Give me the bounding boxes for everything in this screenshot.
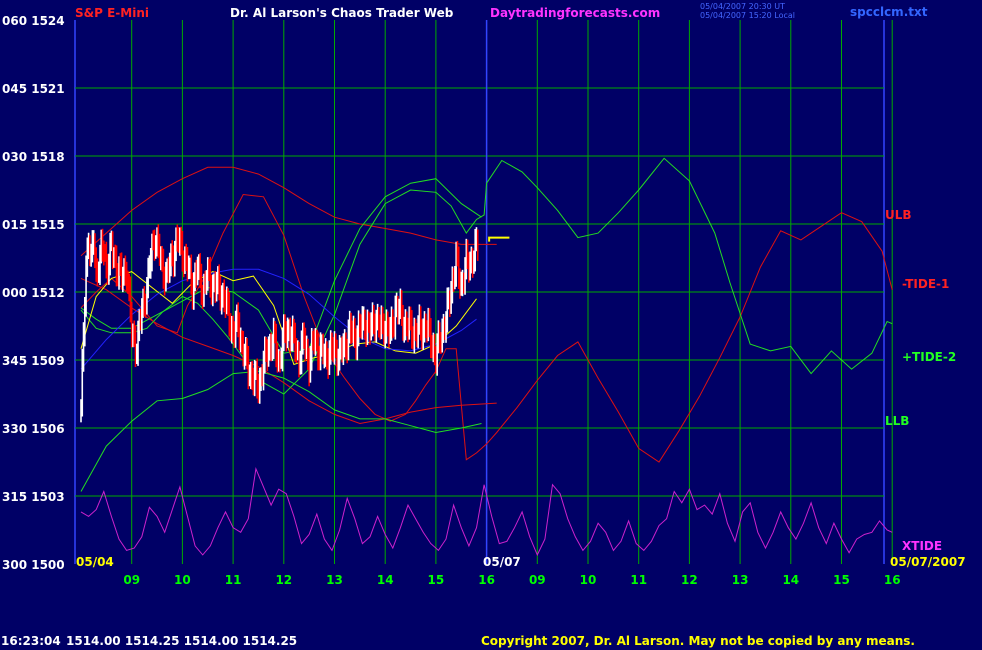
x-tick-label: 09: [123, 573, 140, 587]
footer-time: 16:23:04: [1, 634, 61, 648]
y-tick-label: 060 1524: [2, 14, 65, 28]
data-file-label: spcclcm.txt: [850, 5, 928, 19]
instrument-label: S&P E-Mini: [75, 6, 149, 20]
date-label-day1: 05/04: [76, 555, 114, 569]
price-bars: [80, 224, 510, 423]
axis-labels: 060 1524 045 1521 030 1518 015 1515 000 1512…: [2, 14, 901, 587]
x-tick-label: 12: [275, 573, 292, 587]
timestamp-local: 05/04/2007 15:20 Local: [700, 11, 795, 20]
x-tick-label: 11: [630, 573, 647, 587]
x-tick-label: 10: [580, 573, 597, 587]
x-tick-label: 12: [681, 573, 698, 587]
x-tick-label: 14: [782, 573, 799, 587]
x-tick-label: 15: [428, 573, 445, 587]
x-tick-label: 11: [225, 573, 242, 587]
series-line-cycle: [80, 268, 477, 370]
series-line-xtide: [80, 466, 893, 557]
series-line-ulb: [80, 166, 497, 257]
timestamp-ut: 05/04/2007 20:30 UT: [700, 2, 785, 11]
series-line-tide-1: [80, 193, 893, 463]
x-tick-label: 15: [833, 573, 850, 587]
website-label: Daytradingforecasts.com: [490, 6, 660, 20]
date-label-right: 05/07/2007: [890, 555, 966, 569]
x-tick-label: 16: [478, 573, 495, 587]
y-tick-label: 000 1512: [2, 286, 65, 300]
series-line-upper-envelope: [80, 178, 482, 354]
x-tick-label: 10: [174, 573, 191, 587]
y-tick-label: 345 1509: [2, 354, 65, 368]
y-tick-label: 015 1515: [2, 218, 65, 232]
y-tick-label: 030 1518: [2, 150, 65, 164]
xtide-label: XTIDE: [902, 539, 942, 553]
y-tick-label: 330 1506: [2, 422, 65, 436]
llb-label: LLB: [885, 414, 909, 428]
x-tick-label: 13: [732, 573, 749, 587]
pattern-marker: [488, 236, 510, 242]
x-tick-label: 13: [326, 573, 343, 587]
x-tick-label: 09: [529, 573, 546, 587]
ulb-label: ULB: [885, 208, 912, 222]
tide1-label: -TIDE-1: [902, 277, 949, 291]
x-tick-label: 16: [884, 573, 901, 587]
series-layer: [80, 157, 893, 557]
series-line-lower-envelope: [80, 370, 482, 492]
date-label-day2: 05/07: [483, 555, 521, 569]
y-tick-label: 300 1500: [2, 558, 65, 572]
footer-quote: 1514.00 1514.25 1514.00 1514.25: [66, 634, 297, 648]
series-line-llb: [80, 277, 497, 425]
x-tick-label: 14: [377, 573, 394, 587]
tide2-label: +TIDE-2: [902, 350, 956, 364]
y-tick-label: 045 1521: [2, 82, 65, 96]
y-tick-label: 315 1503: [2, 490, 65, 504]
chart-title: Dr. Al Larson's Chaos Trader Web: [230, 6, 454, 20]
series-line-average: [80, 271, 477, 366]
footer-copyright: Copyright 2007, Dr. Al Larson. May not b…: [481, 634, 915, 648]
